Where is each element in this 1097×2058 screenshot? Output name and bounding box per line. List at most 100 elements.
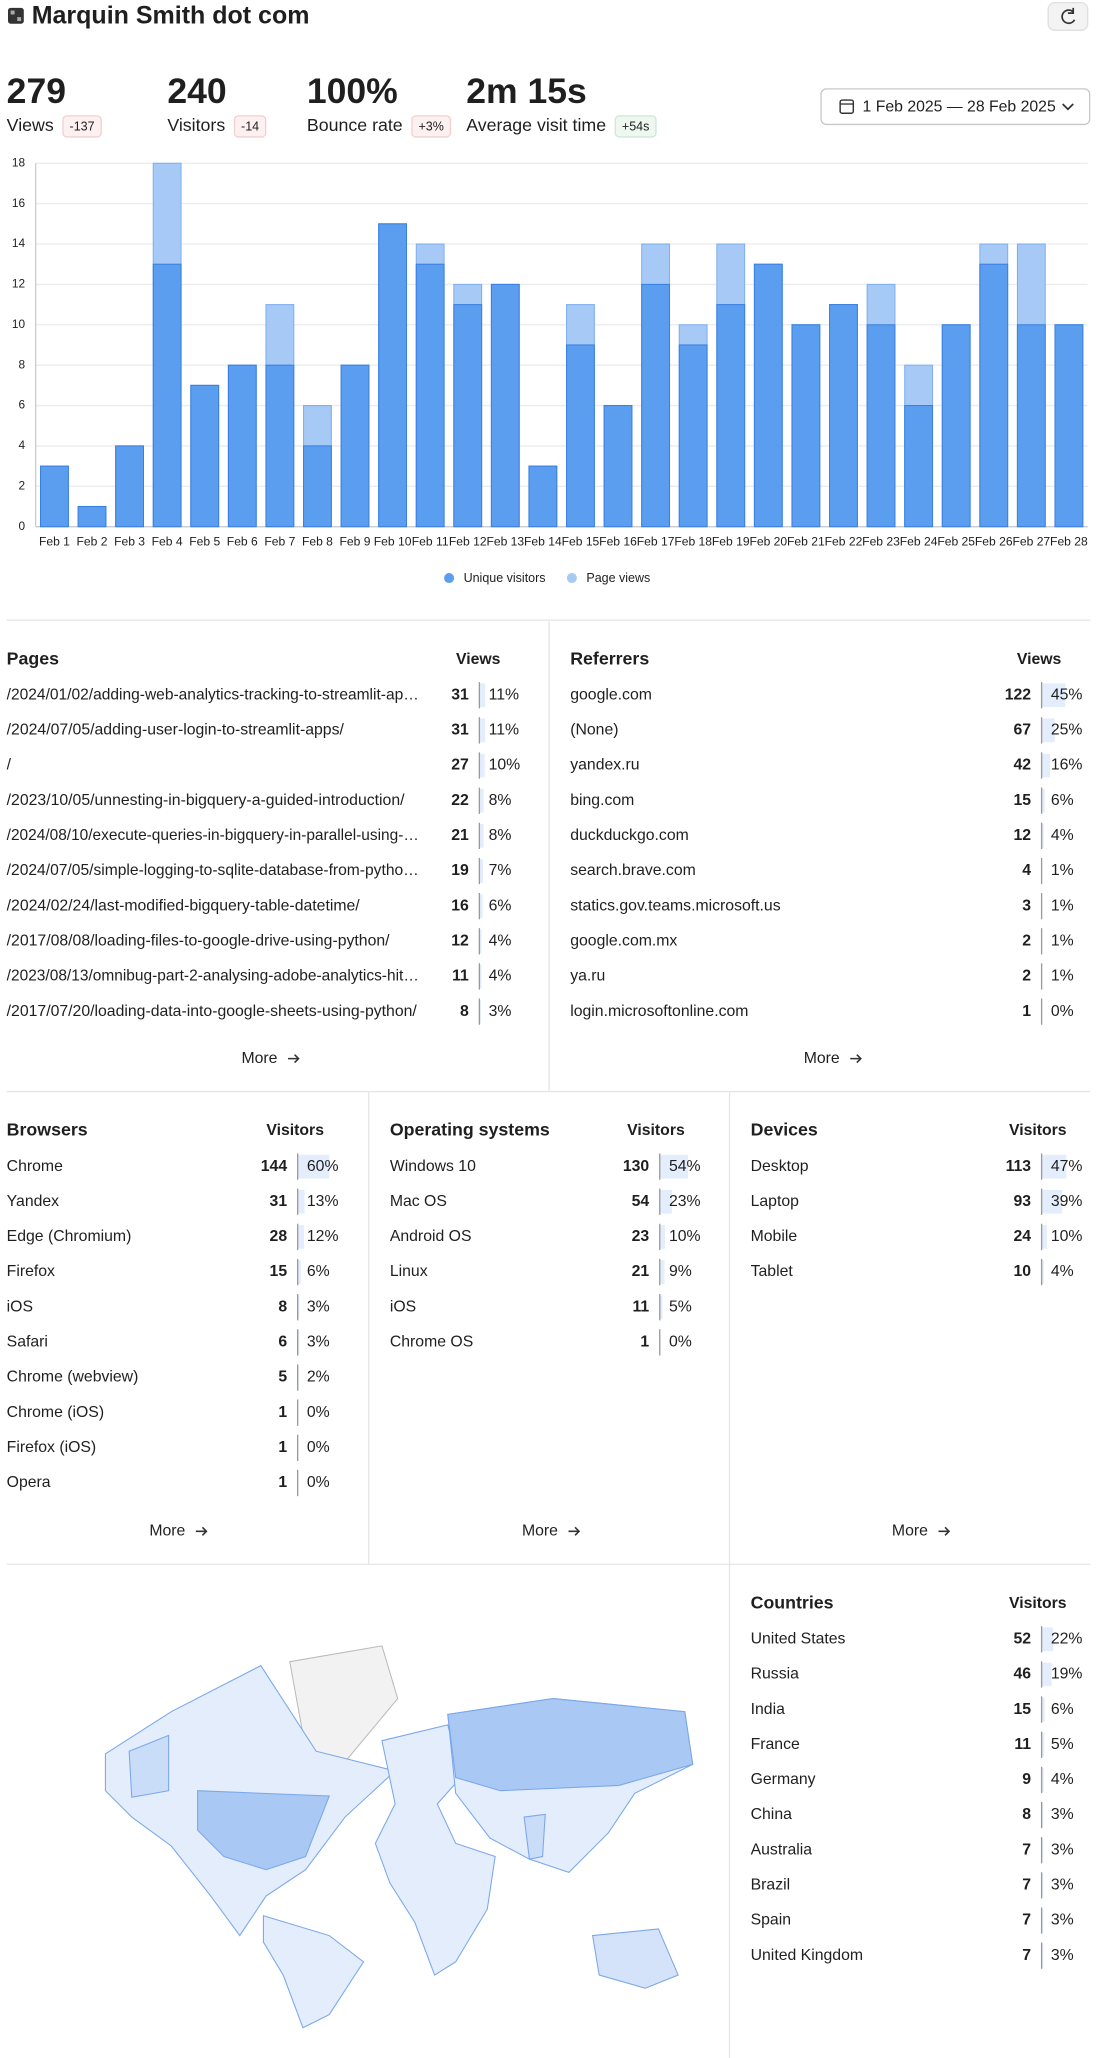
row-label: /2024/07/05/adding-user-login-to-streaml… (7, 722, 345, 739)
row-label: United Kingdom (751, 1947, 863, 1964)
row-label: /2023/08/13/omnibug-part-2-analysing-ado… (7, 968, 419, 985)
x-tick-label: Feb 8 (302, 535, 333, 549)
row-count: 8 (1022, 1806, 1031, 1823)
share-bar (1041, 1943, 1044, 1968)
section-title: Pages (7, 648, 59, 668)
column-header: Views (456, 651, 501, 668)
x-tick-label: Feb 17 (637, 535, 675, 549)
row-count: 8 (460, 1003, 469, 1020)
bar (378, 223, 408, 528)
bar (979, 263, 1009, 528)
row-share: 25% (1051, 722, 1083, 739)
legend-label: Page views (586, 571, 650, 585)
y-tick-label: 8 (19, 357, 26, 371)
row-share: 10% (669, 1228, 701, 1245)
share-bar (479, 823, 484, 848)
date-picker[interactable] (820, 88, 1091, 126)
row-share: 6% (489, 897, 512, 914)
row-label: bing.com (570, 792, 634, 809)
share-bar (1041, 788, 1045, 813)
share-bar (1041, 1838, 1044, 1863)
row-count: 16 (451, 897, 469, 914)
share-bar (1041, 1732, 1045, 1757)
x-tick-label: Feb 14 (524, 535, 562, 549)
share-bar (1041, 1873, 1044, 1898)
x-tick-label: Feb 4 (152, 535, 183, 549)
row-label: /2023/10/05/unnesting-in-bigquery-a-guid… (7, 792, 405, 809)
more-link[interactable]: More (241, 1050, 277, 1067)
stat-label: Average visit time (466, 115, 606, 135)
row-share: 3% (489, 1003, 512, 1020)
share-bar (479, 753, 485, 778)
refresh-button[interactable] (1047, 1, 1089, 31)
map-region (262, 1915, 365, 2029)
row-share: 1% (1051, 862, 1074, 879)
badge-text: +54s (622, 119, 649, 133)
bar (904, 405, 934, 528)
row-share: 8% (489, 792, 512, 809)
row-count: 1 (1022, 1003, 1031, 1020)
row-share: 45% (1051, 686, 1083, 703)
bar (490, 283, 520, 528)
bar (227, 364, 257, 528)
x-tick-label: Feb 1 (39, 535, 70, 549)
stat-value: 2m 15s (466, 71, 587, 111)
row-share: 0% (669, 1334, 692, 1351)
row-count: 144 (261, 1158, 288, 1175)
row-share: 5% (1051, 1736, 1074, 1753)
more-link[interactable]: More (804, 1050, 840, 1067)
row-share: 22% (1051, 1630, 1083, 1647)
row-share: 12% (307, 1228, 339, 1245)
site-icon-dot (17, 17, 22, 22)
row-count: 52 (1013, 1630, 1031, 1647)
row-share: 1% (1051, 932, 1074, 949)
more-link[interactable]: More (522, 1522, 558, 1539)
row-label: /2017/07/20/loading-data-into-google-she… (7, 1003, 418, 1020)
bar (941, 324, 971, 528)
row-share: 39% (1051, 1193, 1083, 1210)
row-share: 0% (307, 1439, 330, 1456)
row-share: 11% (489, 686, 519, 703)
badge-text: -14 (241, 119, 259, 133)
x-tick-label: Feb 6 (227, 535, 258, 549)
arrow-icon (938, 1526, 951, 1536)
row-share: 4% (489, 932, 512, 949)
row-share: 2% (307, 1369, 330, 1386)
row-share: 7% (489, 862, 512, 879)
row-count: 12 (451, 932, 469, 949)
row-count: 27 (451, 757, 469, 774)
share-bar (479, 788, 484, 813)
bar (641, 283, 671, 528)
more-link[interactable]: More (892, 1522, 928, 1539)
share-bar (1041, 1225, 1047, 1249)
row-share: 0% (307, 1474, 330, 1491)
x-tick-label: Feb 11 (412, 535, 449, 549)
row-count: 10 (1013, 1263, 1031, 1280)
row-share: 10% (489, 757, 521, 774)
row-count: 24 (1013, 1228, 1031, 1245)
row-count: 8 (278, 1298, 287, 1315)
map-region (591, 1928, 679, 1989)
share-bar (1041, 718, 1055, 743)
bar (115, 445, 145, 528)
row-share: 60% (307, 1158, 339, 1175)
row-share: 11% (489, 722, 519, 739)
share-bar (297, 1189, 305, 1214)
row-count: 15 (270, 1263, 288, 1280)
row-count: 122 (1005, 686, 1032, 703)
row-count: 4 (1022, 862, 1031, 879)
x-tick-label: Feb 16 (599, 535, 637, 549)
section-title: Countries (751, 1592, 834, 1612)
row-count: 46 (1013, 1666, 1031, 1683)
x-tick-label: Feb 28 (1050, 535, 1088, 549)
badge-bg (614, 115, 657, 138)
bar (303, 445, 332, 528)
row-label: Yandex (7, 1193, 60, 1210)
row-label: Russia (751, 1666, 799, 1683)
more-link[interactable]: More (149, 1522, 185, 1539)
row-label: google.com.mx (570, 932, 677, 949)
x-tick-label: Feb 2 (77, 535, 108, 549)
bar (415, 263, 445, 528)
x-tick-label: Feb 23 (862, 535, 900, 549)
